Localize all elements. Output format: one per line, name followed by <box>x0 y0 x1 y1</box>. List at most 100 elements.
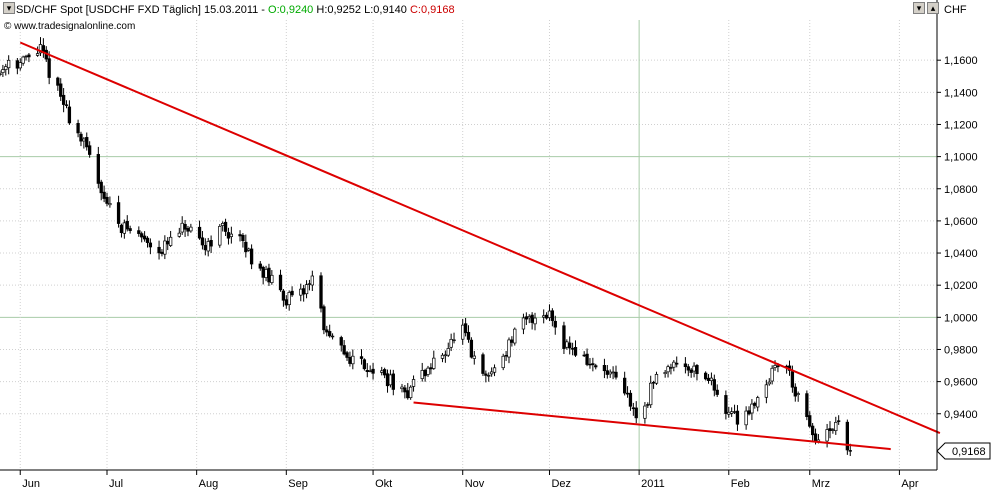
candle-body <box>122 222 127 234</box>
candle-body <box>628 392 633 407</box>
minimize-button[interactable]: ▾ <box>913 2 925 14</box>
candle-body <box>831 429 835 431</box>
y-tick-label: 1,0400 <box>944 248 978 260</box>
x-tick-label: Mrz <box>812 478 830 490</box>
candle-body <box>180 222 184 233</box>
candle-body <box>735 410 740 425</box>
x-tick-label: Jul <box>109 478 123 490</box>
candle-body <box>99 181 103 194</box>
candle-body <box>406 390 410 399</box>
candle-body <box>61 94 66 105</box>
grid-layer <box>0 20 937 470</box>
candle-body <box>287 292 291 306</box>
candle-body <box>137 230 141 234</box>
candle-body <box>223 221 228 232</box>
y-tick-label: 1,1600 <box>944 55 978 67</box>
candle-body <box>183 223 187 230</box>
candle-body <box>790 371 795 388</box>
candle-body <box>47 58 51 78</box>
candle-body <box>481 354 485 374</box>
candle-body <box>533 317 537 325</box>
candle-body <box>142 235 147 240</box>
candle-body <box>530 314 534 323</box>
candle-body <box>527 316 531 319</box>
trendlines-layer <box>19 41 941 451</box>
candle-body <box>348 356 352 364</box>
candle-body <box>420 370 424 379</box>
candle-body <box>27 54 31 58</box>
candle-body <box>808 415 812 427</box>
candle-body <box>770 367 774 382</box>
candle-body <box>709 377 714 382</box>
candle-body <box>602 365 607 372</box>
candle-body <box>469 339 474 358</box>
candle-body <box>675 362 679 365</box>
candle-body <box>116 202 121 224</box>
candle-body <box>345 352 349 358</box>
y-axis: 0,9400 0,9600 0,9800 1,0000 1,0200 1,0400 1,06… <box>937 55 978 421</box>
candle-body <box>0 73 2 75</box>
candle-body <box>388 374 393 386</box>
candle-body <box>64 104 69 106</box>
candle-body <box>646 404 650 406</box>
candle-body <box>270 274 274 284</box>
candle-body <box>542 315 546 318</box>
candle-body <box>521 317 526 330</box>
candle-body <box>284 299 288 306</box>
window-menu-button[interactable]: ▾ <box>3 2 15 14</box>
candle-body <box>504 354 508 357</box>
candle-body <box>793 386 797 397</box>
candle-body <box>371 368 375 374</box>
candle-body <box>834 421 838 432</box>
candle-body <box>168 236 173 246</box>
x-tick-label: Sep <box>288 478 308 490</box>
candle-body <box>85 137 89 148</box>
candle-body <box>128 228 132 231</box>
candle-body <box>67 106 72 124</box>
trendline[interactable] <box>19 41 941 434</box>
candle-body <box>570 348 575 350</box>
x-axis: Jun Jul Aug Sep Okt Nov Dez 2011 Feb Mrz Apr <box>19 470 919 490</box>
candle-body <box>591 363 595 366</box>
last-price-label: 0,9168 <box>952 446 986 458</box>
candle-body <box>666 366 670 373</box>
candle-body <box>163 240 167 255</box>
x-tick-label: Dez <box>551 478 571 490</box>
y-tick-label: 0,9400 <box>944 409 978 421</box>
candle-body <box>189 226 193 232</box>
candle-body <box>472 355 476 359</box>
candle-body <box>703 372 708 380</box>
candle-body <box>837 420 841 422</box>
candle-body <box>446 348 450 356</box>
candle-body <box>302 288 306 295</box>
candle-body <box>209 240 213 247</box>
candle-body <box>573 347 578 356</box>
candle-body <box>524 316 528 320</box>
candle-body <box>140 233 144 238</box>
candle-body <box>365 370 369 372</box>
candle-body <box>605 370 609 375</box>
candle-body <box>550 310 555 321</box>
candle-body <box>322 306 326 331</box>
candle-body <box>423 369 427 377</box>
watermark-text: © www.tradesignalonline.com <box>4 21 135 32</box>
candle-body <box>828 428 832 431</box>
candle-body <box>362 359 367 370</box>
candle-body <box>810 425 815 436</box>
candle-body <box>426 367 430 375</box>
candle-body <box>683 363 688 368</box>
candle-body <box>686 366 690 371</box>
candle-body <box>21 56 25 64</box>
maximize-button[interactable]: ▴ <box>927 2 939 14</box>
candle-body <box>166 240 170 245</box>
candle-body <box>108 203 112 206</box>
x-tick-label: Jun <box>22 478 40 490</box>
candle-body <box>247 248 251 251</box>
last-price-box <box>936 442 991 460</box>
trendline[interactable] <box>413 401 891 451</box>
candle-body <box>281 290 286 301</box>
candle-body <box>339 337 343 346</box>
candle-body <box>750 403 754 414</box>
